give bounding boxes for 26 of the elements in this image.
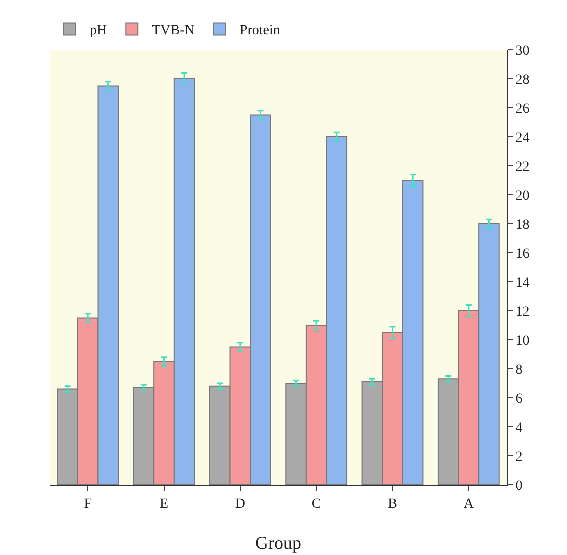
y-tick-label: 4 <box>516 420 523 436</box>
x-tick-label: C <box>312 496 322 512</box>
y-tick-label: 16 <box>516 246 530 262</box>
legend-label: pH <box>90 24 108 39</box>
y-tick-label: 14 <box>516 276 530 291</box>
y-tick-label: 6 <box>516 392 523 407</box>
y-tick-label: 18 <box>516 218 530 233</box>
y-tick-label: 24 <box>516 130 530 146</box>
y-tick-label: 26 <box>516 102 530 117</box>
y-tick-label: 0 <box>516 478 523 494</box>
x-axis-title: Group <box>256 533 302 553</box>
y-tick-label: 10 <box>516 334 530 349</box>
x-tick-label: F <box>84 496 92 512</box>
y-tick-label: 2 <box>516 450 523 465</box>
y-tick-label: 8 <box>516 362 523 378</box>
legend-label: TVB-N <box>152 24 195 39</box>
x-tick-label: B <box>388 496 398 512</box>
x-tick-label: E <box>160 496 169 512</box>
y-tick-label: 20 <box>516 188 530 204</box>
x-tick-label: A <box>464 496 475 512</box>
y-tick-label: 22 <box>516 160 530 175</box>
y-tick-label: 30 <box>516 44 530 59</box>
x-tick-label: D <box>235 496 246 512</box>
y-tick-label: 28 <box>516 72 530 88</box>
legend-label: Protein <box>240 24 280 39</box>
y-tick-label: 12 <box>516 304 530 320</box>
